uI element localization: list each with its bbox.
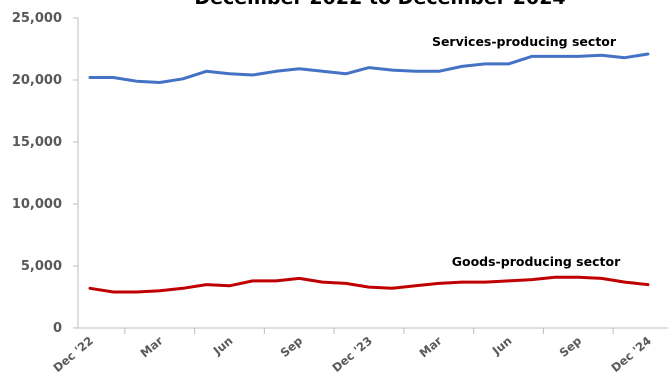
series-labels: Services-producing sector Goods-producing…: [432, 34, 621, 269]
goods-series-label: Goods-producing sector: [452, 254, 621, 269]
y-tick-label: 15,000: [12, 135, 62, 150]
x-tick-label: Jun: [210, 334, 236, 359]
series-lines: [88, 52, 650, 294]
x-tick-label: Dec '22: [50, 334, 96, 375]
x-tick-label: Dec '24: [608, 334, 654, 375]
x-tick-label: Mar: [417, 333, 445, 360]
y-tick-label: 0: [53, 321, 62, 336]
axes: [73, 17, 668, 334]
x-tick-label: Mar: [138, 333, 166, 360]
x-tick-label: Dec '23: [329, 334, 375, 375]
y-tick-label: 20,000: [12, 73, 62, 88]
x-axis-labels: Dec '22 Mar Jun Sep Dec '23 Mar Jun Sep Dec '24: [50, 333, 654, 375]
chart-title: December 2022 to December 2024: [194, 0, 565, 9]
x-tick-label: Sep: [278, 334, 306, 360]
x-tick-label: Jun: [489, 334, 515, 359]
y-tick-label: 25,000: [12, 11, 62, 26]
y-tick-label: 5,000: [21, 259, 62, 274]
goods-series-line: [88, 275, 650, 294]
services-series-label: Services-producing sector: [432, 34, 617, 49]
services-series-line: [88, 52, 650, 84]
y-axis-labels: 0 5,000 10,000 15,000 20,000 25,000: [12, 11, 62, 336]
x-tick-label: Sep: [557, 334, 585, 360]
y-tick-label: 10,000: [12, 197, 62, 212]
